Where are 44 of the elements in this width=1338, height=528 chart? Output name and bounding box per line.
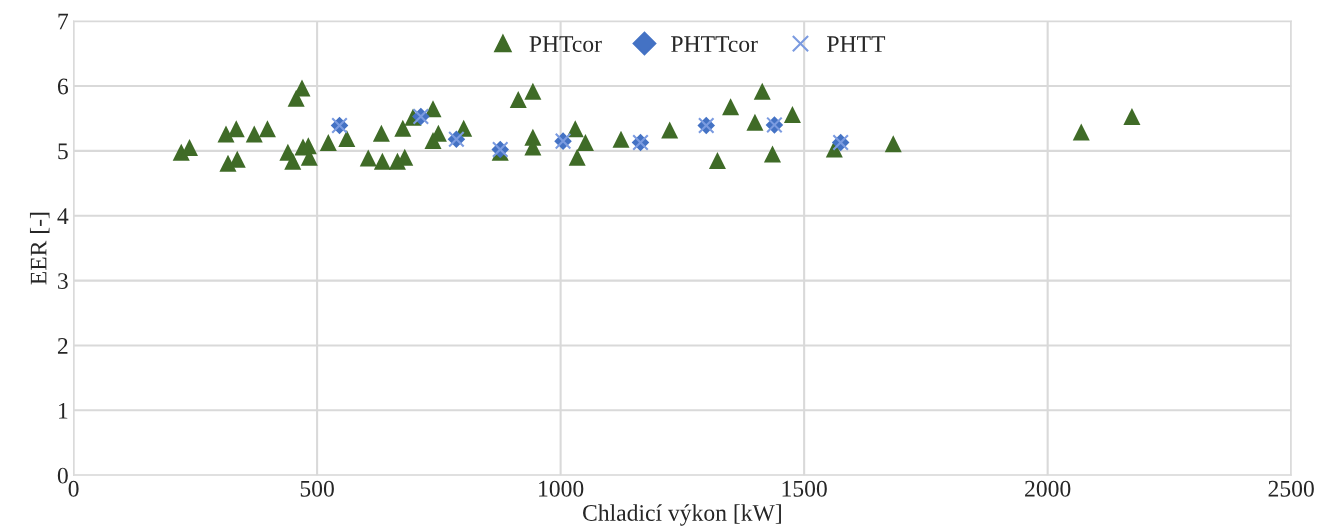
- legend-label: PHTT: [827, 36, 886, 52]
- point: [245, 125, 263, 143]
- point: [509, 91, 527, 109]
- point: [763, 145, 781, 163]
- y-tick-label: 2: [57, 338, 68, 354]
- point: [424, 100, 442, 118]
- x-tick-label: 1000: [539, 480, 584, 497]
- point: [746, 113, 764, 131]
- x-tick-label: 2500: [1268, 480, 1314, 497]
- legend-label: PHTcor: [529, 36, 602, 53]
- point: [319, 133, 337, 151]
- y-tick-label: 1: [59, 402, 68, 419]
- point: [359, 149, 377, 167]
- point: [1072, 123, 1090, 141]
- point: [338, 130, 356, 148]
- point: [568, 148, 586, 166]
- y-tick-label: 5: [58, 143, 68, 160]
- point: [394, 119, 412, 137]
- y-tick-label: 0: [57, 467, 68, 484]
- point: [227, 120, 245, 138]
- x-tick-label: 500: [300, 480, 334, 497]
- point: [284, 152, 302, 170]
- point: [884, 135, 902, 153]
- point: [373, 152, 391, 170]
- point: [372, 124, 390, 142]
- point: [783, 106, 801, 124]
- point: [722, 98, 740, 116]
- point: [708, 152, 726, 170]
- y-tick-label: 7: [58, 13, 69, 30]
- point: [753, 82, 771, 100]
- x-tick-label: 1500: [782, 480, 827, 497]
- y-axis-title: EER [-]: [29, 212, 50, 285]
- point: [258, 120, 276, 138]
- legend-label: PHTTcor: [671, 36, 758, 53]
- y-tick-label: 4: [57, 208, 69, 224]
- point: [661, 121, 679, 139]
- y-tick-label: 3: [58, 273, 68, 290]
- point: [576, 133, 594, 151]
- point: [612, 130, 630, 148]
- x-axis-title: Chladicí výkon [kW]: [583, 504, 781, 526]
- point: [524, 82, 542, 100]
- x-tick-label: 2000: [1025, 480, 1071, 497]
- y-tick-label: 6: [57, 78, 69, 95]
- point: [1123, 107, 1141, 125]
